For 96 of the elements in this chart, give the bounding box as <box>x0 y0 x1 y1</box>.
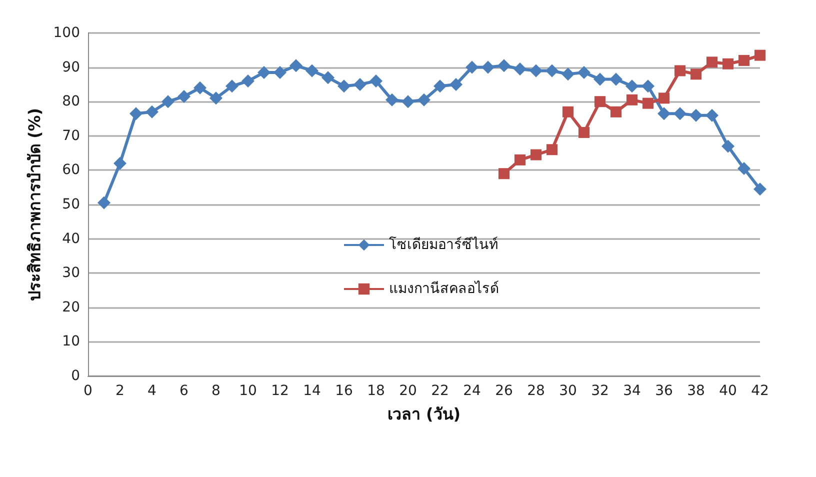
point <box>258 66 270 79</box>
point <box>546 64 558 78</box>
x-tick-label: 18 <box>367 383 385 399</box>
point <box>610 106 622 118</box>
point <box>146 105 158 118</box>
x-tick-label: 10 <box>239 383 257 399</box>
x-tick-label: 22 <box>431 383 449 399</box>
point <box>594 72 606 86</box>
x-tick-label: 14 <box>303 383 321 399</box>
point <box>754 50 766 61</box>
point <box>178 90 190 103</box>
point <box>466 60 478 74</box>
point <box>402 95 414 108</box>
point <box>482 60 494 74</box>
point <box>162 95 174 108</box>
y-tick-label: 30 <box>62 265 80 282</box>
legend-label: แมงกานีสคลอไรด์ <box>389 280 499 297</box>
point <box>498 59 510 72</box>
y-axis-title: ประสิทธิภาพการบำบัด (%) <box>24 108 44 302</box>
x-tick-label: 28 <box>527 383 545 399</box>
y-tick-label: 70 <box>62 128 80 144</box>
point <box>130 107 142 120</box>
y-tick-label: 60 <box>62 162 80 178</box>
point <box>626 80 638 93</box>
point <box>418 93 430 106</box>
point <box>610 72 622 86</box>
point <box>642 98 654 109</box>
point <box>674 107 686 120</box>
y-tick-label: 50 <box>62 196 80 212</box>
point <box>514 154 526 166</box>
point <box>722 58 734 70</box>
point <box>98 196 110 210</box>
x-tick-label: 24 <box>463 383 481 399</box>
point <box>370 74 382 88</box>
x-tick-label: 36 <box>655 383 673 399</box>
x-tick-label: 26 <box>495 383 513 399</box>
point <box>690 108 702 122</box>
y-tick-label: 20 <box>62 299 80 316</box>
x-axis-title: เวลา (วัน) <box>387 404 461 424</box>
point <box>626 94 638 106</box>
point <box>706 56 718 68</box>
point <box>274 66 286 79</box>
x-tick-label: 12 <box>271 383 289 399</box>
point <box>578 66 590 79</box>
point <box>578 126 590 138</box>
point <box>594 96 606 108</box>
point <box>562 106 574 118</box>
point <box>226 80 238 93</box>
point <box>738 54 750 66</box>
point <box>658 92 670 104</box>
x-tick-label: 38 <box>687 383 705 399</box>
x-tick-label: 6 <box>180 383 189 399</box>
point <box>338 80 350 93</box>
x-tick-label: 8 <box>212 383 220 399</box>
y-tick-label: 0 <box>71 368 80 384</box>
point <box>642 80 654 93</box>
legend-label: โซเดียมอาร์ซีไนท์ <box>389 236 498 253</box>
x-tick-label: 16 <box>335 383 353 399</box>
y-tick-label: 80 <box>62 94 80 110</box>
point <box>738 162 750 175</box>
point <box>242 74 254 88</box>
point <box>754 182 766 196</box>
y-tick-label: 40 <box>62 230 80 247</box>
point <box>354 78 366 91</box>
point <box>674 65 686 76</box>
x-tick-label: 32 <box>591 383 609 399</box>
point <box>530 64 542 78</box>
point <box>114 156 126 170</box>
x-tick-label: 30 <box>559 383 577 399</box>
x-tick-label: 34 <box>623 383 641 399</box>
point <box>290 59 302 72</box>
point <box>322 71 334 84</box>
point <box>210 92 222 105</box>
point <box>306 64 318 78</box>
point <box>546 144 558 156</box>
y-tick-label: 100 <box>53 25 80 41</box>
x-tick-label: 4 <box>148 383 157 399</box>
x-tick-label: 20 <box>399 383 417 399</box>
point <box>386 93 398 106</box>
x-tick-label: 42 <box>751 383 769 399</box>
point <box>562 68 574 81</box>
point <box>514 62 526 76</box>
point <box>530 149 542 160</box>
point <box>722 140 734 153</box>
x-tick-label: 40 <box>719 383 737 399</box>
y-tick-label: 90 <box>62 59 80 76</box>
x-tick-label: 0 <box>84 383 92 399</box>
point <box>498 168 510 180</box>
point <box>706 108 718 122</box>
point <box>434 80 446 93</box>
point <box>658 107 670 120</box>
y-tick-label: 10 <box>62 334 80 350</box>
point <box>450 78 462 91</box>
point <box>690 68 702 80</box>
x-tick-label: 2 <box>116 383 124 399</box>
point <box>194 81 206 94</box>
